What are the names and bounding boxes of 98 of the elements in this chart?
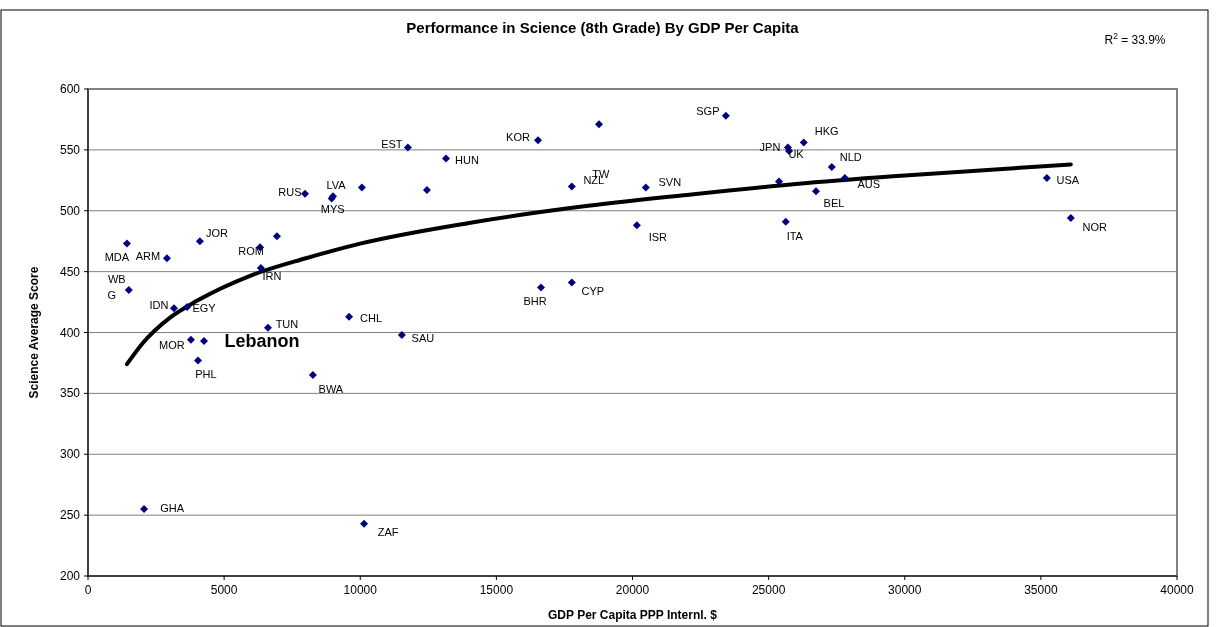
annotation: SGP bbox=[696, 104, 720, 117]
point bbox=[272, 232, 281, 241]
point bbox=[442, 154, 451, 163]
point bbox=[537, 283, 546, 292]
x-tick-label: 25000 bbox=[751, 583, 786, 597]
y-tick-label: 400 bbox=[59, 325, 81, 340]
annotation: CHL bbox=[360, 311, 383, 324]
point bbox=[397, 330, 406, 339]
point bbox=[403, 143, 412, 152]
point bbox=[124, 285, 133, 294]
annotation: CYP bbox=[581, 284, 605, 297]
point bbox=[534, 136, 543, 145]
annotation: ITA bbox=[786, 229, 804, 242]
x-tick-label: 20000 bbox=[615, 583, 650, 597]
annotation: MOR bbox=[159, 338, 185, 351]
y-tick-label: 550 bbox=[59, 142, 81, 157]
point bbox=[567, 278, 576, 287]
point bbox=[781, 217, 790, 226]
y-tick-label: 300 bbox=[59, 447, 81, 462]
point bbox=[641, 183, 650, 192]
point bbox=[186, 335, 195, 344]
point bbox=[140, 505, 149, 514]
annotation: MYS bbox=[320, 202, 345, 215]
point bbox=[774, 177, 783, 186]
point bbox=[308, 371, 317, 380]
x-tick-label: 40000 bbox=[1160, 583, 1195, 597]
annotation: HUN bbox=[455, 154, 479, 167]
annotation: ZAF bbox=[377, 525, 399, 538]
point bbox=[721, 111, 730, 120]
annotation: EGY bbox=[192, 301, 217, 314]
point bbox=[827, 162, 836, 171]
annotation: IDN bbox=[149, 299, 169, 312]
annotation: NOR bbox=[1082, 221, 1108, 234]
x-tick-label: 30000 bbox=[888, 583, 922, 597]
point bbox=[595, 120, 604, 129]
point bbox=[1042, 173, 1051, 182]
point bbox=[199, 337, 208, 346]
annotation: ISR bbox=[648, 231, 668, 244]
x-tick-label: 35000 bbox=[1024, 583, 1058, 597]
annotation: TUN bbox=[275, 317, 299, 330]
x-tick-label: 10000 bbox=[343, 583, 378, 597]
annotation: HKG bbox=[814, 124, 839, 137]
y-tick-label: 250 bbox=[59, 508, 81, 523]
annotation: SAU bbox=[411, 331, 435, 344]
annotation: BHR bbox=[523, 295, 547, 308]
point bbox=[183, 302, 192, 311]
point bbox=[162, 254, 171, 263]
y-tick-label: 450 bbox=[59, 264, 81, 279]
annotation: UK bbox=[788, 148, 805, 161]
annotation: JPN bbox=[759, 141, 781, 154]
point bbox=[193, 356, 202, 365]
y-tick-label: 350 bbox=[59, 386, 81, 401]
point bbox=[345, 312, 354, 321]
point bbox=[799, 138, 808, 147]
annotation: MDA bbox=[104, 250, 130, 263]
point bbox=[195, 237, 204, 246]
chart-title: Performance in Science (8th Grade) By GDP Per Capita bbox=[406, 19, 800, 36]
point bbox=[256, 263, 265, 272]
point bbox=[632, 221, 641, 230]
x-axis-title: GDP Per Capita PPP Internl. $ bbox=[548, 608, 718, 622]
annotation: PHL bbox=[195, 367, 217, 380]
annotation: BEL bbox=[823, 197, 845, 210]
annotation: LVA bbox=[326, 179, 347, 192]
x-tick-label: 15000 bbox=[479, 583, 514, 597]
annotation: EST bbox=[381, 138, 403, 151]
point bbox=[422, 186, 431, 195]
point bbox=[300, 189, 309, 198]
point bbox=[357, 183, 366, 192]
annotation: KOR bbox=[506, 131, 530, 144]
x-tick-label: 0 bbox=[84, 583, 92, 597]
annotation: AUS bbox=[857, 177, 881, 190]
annotation: USA bbox=[1056, 173, 1080, 186]
x-tick-label: 5000 bbox=[210, 583, 238, 597]
point bbox=[360, 519, 369, 528]
y-axis-title: Science Average Score bbox=[27, 266, 41, 399]
point bbox=[812, 187, 820, 196]
point bbox=[263, 323, 272, 332]
text: R$^{2}$ = 33.9% bbox=[1104, 31, 1166, 47]
y-tick-label: 600 bbox=[59, 82, 81, 96]
annotation: GHA bbox=[160, 502, 185, 515]
annotation: RUS bbox=[278, 185, 302, 198]
annotation: ARM bbox=[135, 250, 161, 263]
point bbox=[122, 239, 131, 248]
point bbox=[840, 173, 849, 182]
annotation: WB bbox=[107, 272, 126, 285]
annotation: IRN bbox=[262, 269, 282, 282]
point bbox=[1066, 214, 1075, 223]
annotation: SVN bbox=[658, 175, 682, 188]
annotation: Lebanon bbox=[224, 331, 300, 352]
y-tick-label: 500 bbox=[59, 203, 81, 218]
annotation: BWA bbox=[318, 383, 344, 396]
y-tick-label: 200 bbox=[59, 569, 81, 583]
annotation: JOR bbox=[205, 227, 228, 240]
point bbox=[170, 304, 179, 313]
point bbox=[567, 182, 576, 191]
annotation: NLD bbox=[839, 150, 862, 163]
annotation: ROM bbox=[238, 245, 264, 258]
annotation: G bbox=[107, 288, 117, 301]
